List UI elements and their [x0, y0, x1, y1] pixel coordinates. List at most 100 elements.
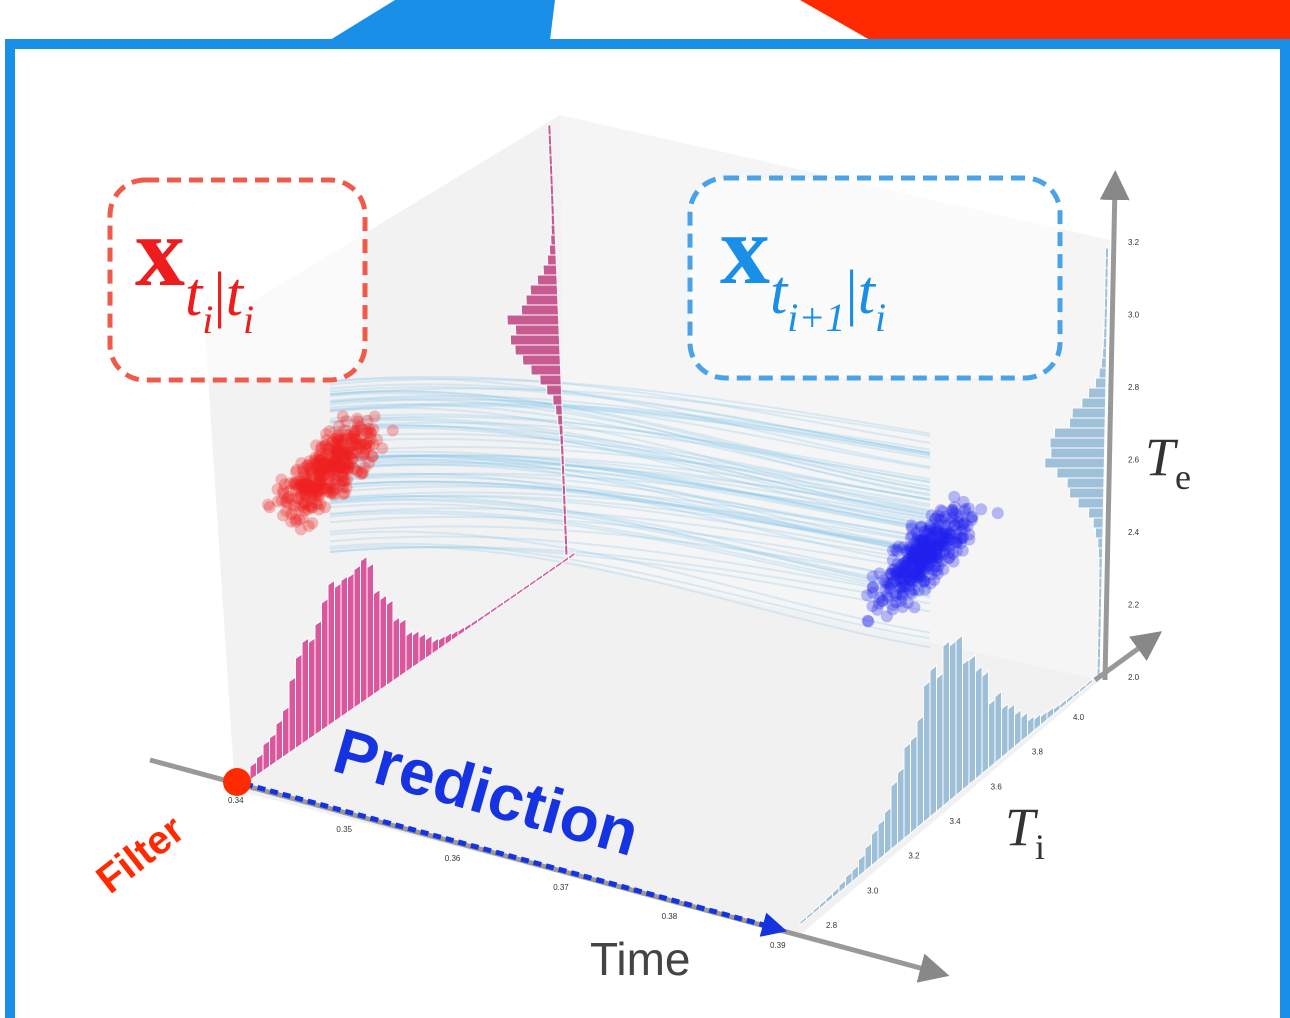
histogram-bar	[531, 365, 561, 375]
histogram-bar	[1105, 258, 1108, 268]
histogram-bar	[406, 631, 413, 672]
histogram-bar	[1105, 248, 1108, 258]
time-tick-label: 0.37	[553, 883, 569, 892]
histogram-bar	[530, 285, 557, 295]
histogram-bar	[367, 563, 374, 699]
ti-tick-label: 3.8	[1032, 748, 1044, 757]
figure: xti|ti xti+1|ti Prediction Filter Time T…	[0, 0, 1290, 1018]
histogram-bar	[563, 495, 566, 505]
histogram-bar	[1098, 608, 1101, 618]
sample	[992, 507, 1004, 519]
sample	[339, 455, 351, 467]
sample	[862, 615, 874, 627]
time-label: Time	[590, 933, 691, 985]
histogram-bar	[1099, 568, 1102, 578]
histogram-bar	[560, 435, 564, 445]
sample	[358, 447, 370, 459]
sample	[290, 516, 302, 528]
histogram-bar	[562, 475, 565, 485]
histogram-bar	[885, 807, 892, 854]
histogram-bar	[937, 673, 944, 812]
histogram-bar	[943, 641, 950, 806]
histogram-bar	[1098, 548, 1102, 558]
histogram-bar	[380, 595, 387, 690]
sample	[325, 449, 337, 461]
histogram-bar	[872, 829, 879, 865]
histogram-bar	[1098, 638, 1101, 648]
histogram-bar	[400, 619, 407, 677]
ti-tick-label: 4.0	[1073, 713, 1085, 722]
histogram-bar	[551, 235, 556, 245]
histogram-bar	[548, 135, 551, 145]
histogram-bar	[1070, 488, 1104, 498]
histogram-bar	[551, 205, 555, 215]
histogram-bar	[522, 355, 560, 365]
histogram-bar	[507, 315, 559, 325]
histogram-bar	[1098, 538, 1103, 548]
histogram-bar	[289, 677, 296, 753]
histogram-bar	[1015, 710, 1022, 747]
sample	[914, 547, 926, 559]
histogram-bar	[564, 525, 567, 535]
histogram-bar	[1021, 712, 1028, 741]
histogram-bar	[1078, 498, 1104, 508]
sample	[914, 560, 926, 572]
histogram-bar	[548, 125, 551, 135]
histogram-bar	[982, 671, 989, 774]
sample	[902, 597, 914, 609]
histogram-bar	[865, 843, 872, 871]
sample	[310, 439, 322, 451]
sample	[924, 519, 936, 531]
histogram-bar	[393, 617, 400, 681]
histogram-bar	[1008, 704, 1015, 752]
histogram-bar	[315, 621, 322, 735]
histogram-bar	[560, 445, 564, 455]
histogram-bar	[1095, 528, 1103, 538]
histogram-bar	[561, 455, 564, 465]
histogram-bar	[348, 573, 355, 712]
histogram-bar	[561, 465, 564, 475]
histogram-bar	[1050, 438, 1105, 448]
sample	[966, 514, 978, 526]
histogram-bar	[302, 638, 309, 744]
histogram-bar	[1103, 348, 1107, 358]
histogram-bar	[419, 633, 426, 663]
histogram-bar	[550, 175, 553, 185]
histogram-bar	[1051, 448, 1105, 458]
time-tick-label: 0.35	[336, 825, 352, 834]
filter-label: Filter	[88, 807, 192, 902]
histogram-bar	[995, 691, 1002, 763]
sample	[277, 509, 289, 521]
histogram-bar	[969, 655, 976, 785]
histogram-bar	[878, 819, 885, 860]
sample	[933, 560, 945, 572]
histogram-bar	[989, 699, 996, 768]
histogram-bar	[296, 654, 303, 749]
histogram-bar	[917, 716, 924, 828]
te-tick-label: 2.6	[1128, 456, 1140, 465]
histogram-bar	[1054, 428, 1105, 438]
histogram-bar	[1105, 268, 1108, 278]
sample	[369, 411, 381, 423]
histogram-bar	[387, 600, 394, 686]
histogram-bar	[550, 185, 553, 195]
top-tab	[330, 0, 555, 40]
sample	[887, 576, 899, 588]
te-tick-label: 2.8	[1128, 383, 1140, 392]
ti-tick-label: 3.0	[867, 886, 879, 895]
te-tick-label: 3.0	[1128, 311, 1140, 320]
histogram-bar	[515, 345, 560, 355]
histogram-bar	[551, 225, 555, 235]
histogram-bar	[1104, 318, 1107, 328]
histogram-bar	[956, 635, 963, 795]
ti-tick-label: 2.8	[826, 921, 838, 930]
sample	[309, 451, 321, 463]
te-tick-label: 3.2	[1128, 238, 1140, 247]
sample	[319, 478, 331, 490]
histogram-bar	[1103, 338, 1107, 348]
histogram-bar	[1098, 598, 1101, 608]
histogram-bar	[263, 740, 270, 771]
histogram-bar	[551, 215, 555, 225]
sample	[897, 541, 909, 553]
histogram-bar	[549, 155, 552, 165]
